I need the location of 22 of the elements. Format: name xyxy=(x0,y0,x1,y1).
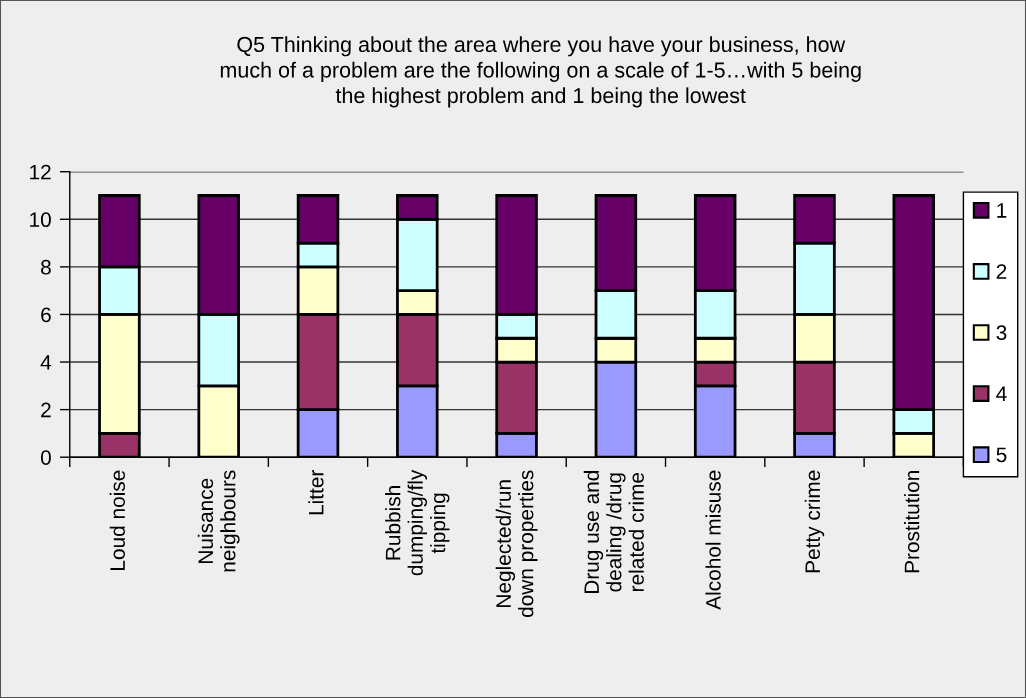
legend-label: 3 xyxy=(996,325,1007,341)
x-tick-label: Alcohol misuse xyxy=(705,470,721,610)
legend-label: 5 xyxy=(996,447,1007,463)
y-tick-label: 12 xyxy=(30,164,51,180)
x-tick-label: Nuisance neighbours xyxy=(197,470,240,572)
x-tick-label: Drug use and dealing /drug related crime xyxy=(583,471,644,594)
x-tick-label: Prostitution xyxy=(904,471,920,573)
x-tick-label: Rubbish dumping/fly tipping xyxy=(385,469,450,576)
x-tick-label: Litter xyxy=(308,470,324,515)
y-tick-label: 10 xyxy=(30,212,51,228)
legend-label: 2 xyxy=(996,264,1007,279)
y-tick-label: 0 xyxy=(40,450,51,465)
legend-label: 1 xyxy=(997,203,1007,218)
legend-label: 4 xyxy=(996,386,1007,401)
x-tick-label: Loud noise xyxy=(109,470,126,570)
y-tick-label: 2 xyxy=(41,402,51,418)
x-tick-label: Petty crime xyxy=(804,470,825,573)
y-tick-label: 8 xyxy=(41,259,51,275)
y-tick-label: 4 xyxy=(40,355,52,370)
chart-title: Q5 Thinking about the area where you have your business, how much of a problem are the following on a scale of 1-5…with 5 being the highest problem and 1 being the lowest xyxy=(220,36,861,108)
x-tick-label: Neglected/run down properties xyxy=(495,470,538,618)
y-tick-label: 6 xyxy=(41,307,51,323)
